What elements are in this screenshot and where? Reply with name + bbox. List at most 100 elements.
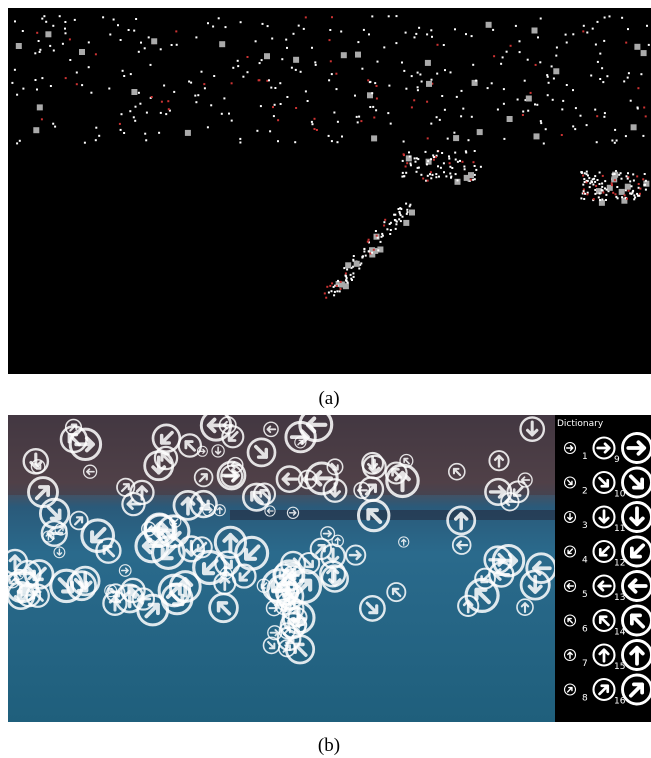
point [88, 41, 90, 43]
point [604, 17, 606, 19]
point [565, 34, 567, 36]
point [592, 184, 594, 186]
point [356, 116, 358, 118]
point [357, 121, 359, 123]
point [403, 154, 405, 156]
figure: (a) Dictionary 19210311412513614715816 (… [0, 0, 651, 758]
point [33, 127, 39, 133]
point [160, 112, 162, 114]
point [207, 126, 209, 128]
point [358, 268, 360, 270]
point [134, 120, 136, 122]
point [582, 175, 584, 177]
point [121, 113, 123, 115]
point [621, 178, 623, 180]
point [443, 171, 445, 173]
point [201, 71, 203, 73]
point [247, 71, 249, 73]
point [591, 181, 593, 183]
point [395, 42, 397, 44]
point [346, 277, 348, 279]
point [165, 113, 167, 115]
point [616, 186, 618, 188]
point [642, 178, 644, 180]
point [402, 160, 404, 162]
point [604, 180, 606, 182]
point [422, 178, 424, 180]
point [503, 88, 505, 90]
point [448, 155, 450, 157]
atom-index: 7 [582, 659, 588, 669]
point [625, 184, 631, 190]
point [268, 79, 270, 81]
point [539, 61, 541, 63]
point [597, 21, 599, 23]
point [305, 90, 307, 92]
point [22, 30, 24, 32]
point [294, 141, 296, 143]
point [439, 119, 441, 121]
point [388, 15, 390, 17]
point [213, 75, 215, 77]
point [337, 121, 339, 123]
point [575, 107, 577, 109]
point [456, 96, 458, 98]
point [119, 123, 121, 125]
point [376, 235, 378, 237]
point [493, 55, 495, 57]
point [52, 123, 54, 125]
point [433, 156, 435, 158]
point [109, 34, 111, 36]
point [49, 45, 51, 47]
point [540, 122, 542, 124]
panel-label: (b) [318, 735, 340, 756]
point [337, 141, 339, 143]
point [581, 172, 583, 174]
atom-index: 3 [582, 521, 588, 531]
point [353, 255, 355, 257]
point [386, 228, 388, 230]
point [507, 116, 513, 122]
point [204, 87, 206, 89]
point [432, 154, 434, 156]
point [435, 173, 437, 175]
point [417, 89, 419, 91]
point [621, 196, 623, 198]
point [631, 185, 633, 187]
point [420, 174, 422, 176]
point [437, 44, 439, 46]
point [590, 75, 592, 77]
point [474, 174, 476, 176]
point [503, 138, 505, 140]
point [586, 171, 588, 173]
point [460, 115, 462, 117]
point [524, 80, 526, 82]
point [596, 115, 598, 117]
point [394, 214, 396, 216]
point [90, 92, 92, 94]
point [151, 96, 153, 98]
point [584, 172, 586, 174]
point [76, 83, 78, 85]
point [262, 23, 264, 25]
point [95, 127, 97, 129]
point [128, 29, 130, 31]
point [399, 211, 401, 213]
point [16, 43, 22, 49]
point [398, 208, 400, 210]
point [616, 140, 618, 142]
point [81, 84, 83, 86]
point [566, 84, 568, 86]
point [425, 60, 431, 66]
point [34, 52, 36, 54]
point [408, 151, 410, 153]
point [130, 73, 132, 75]
point [526, 96, 532, 102]
point [633, 198, 635, 200]
point [334, 291, 336, 293]
point [41, 18, 43, 20]
point [594, 193, 596, 195]
point [555, 55, 557, 57]
point [65, 77, 67, 79]
point [419, 74, 421, 76]
